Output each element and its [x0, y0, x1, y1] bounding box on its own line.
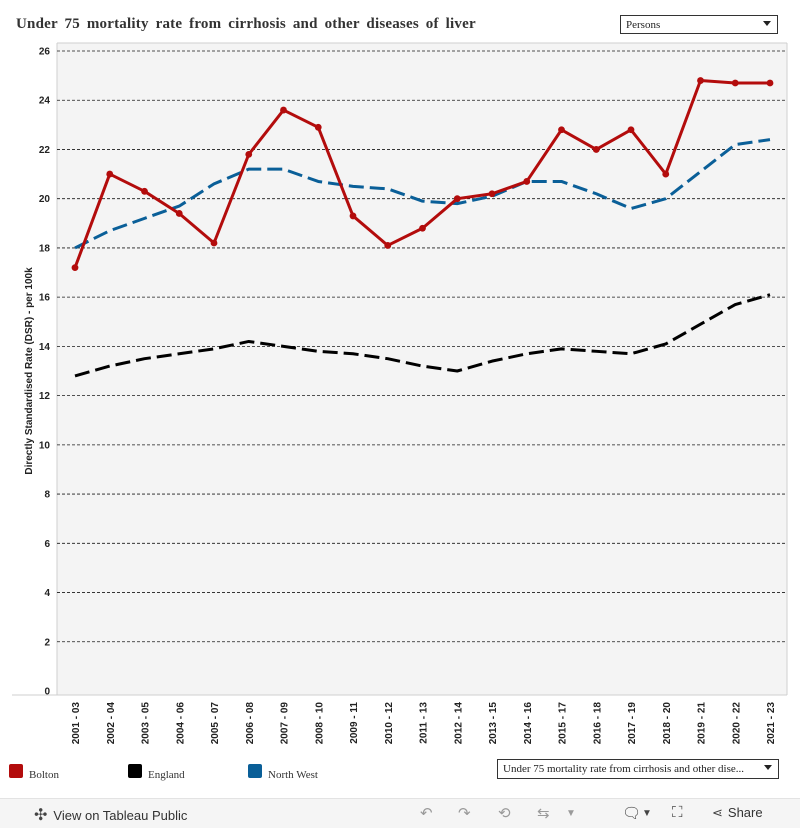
y-tick-label-20: 20: [39, 194, 51, 205]
series-line-england: [74, 293, 771, 378]
data-point-bolton-15: [592, 146, 600, 153]
data-point-bolton-14: [558, 126, 565, 134]
y-tick-label-12: 12: [39, 391, 51, 402]
x-tick-label-12: 2013 - 15: [488, 702, 499, 745]
tableau-toolbar: ✣ View on Tableau Public ↶ ↷ ⟲ ⇆ ▼ 🗨 ▼ ⛶ …: [0, 798, 800, 828]
x-axis-ticks: 2001 - 03 2002 - 04 2003 - 05 2004 - 06 2005…: [71, 702, 777, 745]
plot-background: [57, 43, 787, 695]
x-tick-label-1: 2002 - 04: [106, 702, 117, 745]
data-point-bolton-6: [280, 106, 287, 114]
x-tick-label-5: 2006 - 08: [245, 702, 256, 745]
x-tick-label-7: 2008 - 10: [314, 702, 325, 745]
series-lines: [71, 77, 774, 378]
y-tick-label-4: 4: [44, 588, 50, 599]
y-tick-label-14: 14: [39, 342, 51, 353]
data-point-bolton-10: [419, 224, 426, 232]
refresh-menu-chevron-icon[interactable]: ▼: [566, 808, 576, 819]
legend-swatch: [128, 764, 142, 778]
data-point-bolton-9: [384, 242, 392, 249]
x-tick-label-18: 2019 - 21: [697, 702, 708, 745]
chart-title: Under 75 mortality rate from cirrhosis a…: [16, 16, 476, 32]
x-tick-label-19: 2020 - 22: [731, 702, 742, 745]
data-point-bolton-18: [697, 77, 704, 84]
y-tick-label-22: 22: [39, 145, 51, 156]
x-tick-label-11: 2012 - 14: [453, 702, 464, 745]
x-tick-label-9: 2010 - 12: [384, 702, 395, 745]
y-tick-label-8: 8: [44, 490, 50, 501]
data-point-bolton-3: [175, 210, 183, 217]
legend-label: Bolton: [29, 769, 59, 781]
indicator-filter-value: Under 75 mortality rate from cirrhosis a…: [503, 763, 745, 775]
series-line-north-west: [74, 138, 771, 250]
data-point-bolton-4: [210, 239, 218, 247]
gridlines: [57, 50, 787, 643]
x-tick-label-0: 2001 - 03: [71, 702, 82, 745]
y-tick-label-10: 10: [39, 440, 51, 451]
data-point-bolton-17: [662, 170, 670, 178]
x-tick-label-16: 2017 - 19: [627, 702, 638, 745]
data-point-bolton-5: [245, 150, 253, 158]
revert-icon[interactable]: ⟲: [498, 805, 511, 822]
legend-label: England: [148, 769, 185, 781]
sex-filter-dropdown[interactable]: Persons: [620, 15, 778, 34]
y-axis-label: Directly Standardised Rate (DSR) - per 1…: [24, 267, 35, 475]
y-tick-label-2: 2: [44, 637, 50, 648]
undo-icon[interactable]: ↶: [420, 805, 433, 822]
y-tick-label-6: 6: [44, 539, 50, 550]
tableau-logo-icon: ✣: [34, 807, 48, 824]
y-tick-label-24: 24: [39, 96, 51, 107]
legend-swatch: [9, 764, 23, 778]
x-tick-label-6: 2007 - 09: [280, 702, 291, 745]
y-tick-label-18: 18: [39, 243, 51, 254]
share-button[interactable]: ⋖ Share: [712, 805, 763, 821]
x-tick-label-15: 2016 - 18: [592, 702, 603, 745]
data-point-bolton-1: [106, 170, 114, 178]
data-point-bolton-20: [766, 79, 774, 87]
data-point-bolton-2: [141, 187, 148, 195]
legend-label: North West: [268, 769, 318, 781]
y-tick-label-26: 26: [39, 47, 51, 58]
x-tick-label-2: 2003 - 05: [141, 702, 152, 745]
sex-filter-value: Persons: [626, 19, 661, 31]
x-tick-label-3: 2004 - 06: [175, 702, 186, 745]
data-point-bolton-8: [349, 212, 357, 220]
redo-icon[interactable]: ↷: [458, 805, 471, 822]
share-icon: ⋖: [712, 805, 723, 820]
data-point-bolton-0: [71, 264, 79, 272]
legend-swatch: [248, 764, 262, 778]
data-point-bolton-13: [523, 178, 531, 185]
view-on-tableau-public-link[interactable]: ✣ View on Tableau Public: [34, 805, 187, 825]
x-tick-label-20: 2021 - 23: [766, 702, 777, 745]
data-point-bolton-11: [453, 195, 461, 203]
data-point-bolton-7: [314, 123, 322, 131]
share-label: Share: [727, 805, 763, 820]
y-tick-label-16: 16: [39, 293, 51, 304]
data-point-bolton-12: [488, 190, 496, 198]
x-tick-label-17: 2018 - 20: [662, 702, 673, 745]
x-tick-label-8: 2009 - 11: [349, 702, 360, 744]
x-tick-label-10: 2011 - 13: [419, 702, 430, 744]
fullscreen-icon[interactable]: ⛶: [672, 804, 683, 821]
data-point-bolton-16: [627, 126, 635, 134]
chevron-down-icon: [764, 765, 772, 770]
x-tick-label-14: 2015 - 17: [558, 702, 569, 745]
refresh-icon[interactable]: ⇆: [537, 805, 550, 822]
view-on-tableau-public-label: View on Tableau Public: [53, 808, 188, 823]
comment-icon[interactable]: 🗨: [622, 805, 642, 822]
indicator-filter-dropdown[interactable]: Under 75 mortality rate from cirrhosis a…: [497, 759, 779, 779]
chevron-down-icon: [763, 21, 771, 26]
data-point-bolton-19: [731, 79, 739, 87]
download-menu-chevron-icon[interactable]: ▼: [642, 808, 652, 819]
y-tick-label-0: 0: [44, 687, 50, 698]
x-tick-label-13: 2014 - 16: [523, 702, 534, 745]
x-tick-label-4: 2005 - 07: [210, 702, 221, 745]
